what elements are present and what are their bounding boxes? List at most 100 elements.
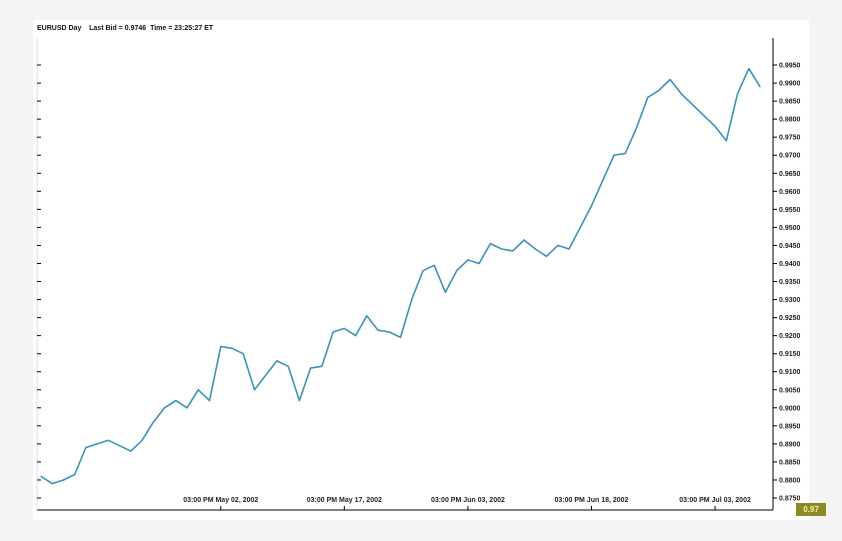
data-point [669, 78, 671, 81]
data-point [141, 439, 143, 441]
chart-panel: EURUSD Day Last Bid = 0.9746 Time = 23:2… [33, 20, 809, 520]
data-point [253, 389, 256, 391]
y-tick-label: 0.8750 [779, 496, 801, 503]
time-value: 23:25:27 ET [174, 25, 214, 32]
data-point [467, 259, 469, 261]
data-point [298, 399, 300, 402]
data-point [512, 250, 514, 252]
data-point [725, 140, 727, 142]
data-point [265, 374, 267, 376]
data-point [377, 329, 379, 331]
last-price-badge: 0.97 [796, 503, 826, 516]
data-point [310, 367, 312, 369]
x-tick-label: 03:00 PM Jun 03, 2002 [431, 497, 505, 504]
data-point [545, 255, 548, 257]
chart-header: EURUSD Day Last Bid = 0.9746 Time = 23:2… [37, 25, 213, 32]
y-tick-label: 0.9850 [779, 99, 801, 106]
data-point [658, 89, 660, 91]
chart-axes [36, 38, 774, 511]
y-tick-label: 0.9450 [779, 243, 801, 250]
data-point [276, 360, 278, 362]
y-tick-label: 0.9000 [779, 405, 801, 412]
data-point [647, 96, 649, 99]
data-point [568, 248, 570, 250]
y-tick-label: 0.8900 [779, 441, 801, 448]
y-tick-label: 0.9150 [779, 351, 801, 358]
y-tick-label: 0.8950 [779, 423, 801, 430]
data-point [534, 248, 536, 250]
price-line [40, 67, 761, 485]
data-point [287, 365, 289, 367]
data-point [399, 336, 402, 339]
data-point [208, 399, 211, 402]
x-tick-label: 03:00 PM May 02, 2002 [183, 497, 258, 504]
y-tick-label: 0.9750 [779, 135, 801, 142]
data-point [680, 93, 682, 95]
x-tick-label: 03:00 PM May 17, 2002 [307, 497, 382, 504]
y-tick-label: 0.9550 [779, 207, 801, 214]
price-chart[interactable]: 0.9950 0.9900 0.9850 0.9800 0.9750 0.9700 0.96… [33, 20, 809, 520]
y-tick-label: 0.9950 [779, 63, 801, 70]
data-point [456, 270, 458, 272]
data-point [231, 347, 233, 349]
data-point [163, 407, 166, 409]
y-tick-label: 0.9650 [779, 171, 801, 178]
last-bid-label: Last Bid = [89, 25, 123, 32]
data-point [478, 262, 480, 265]
data-point [96, 443, 98, 445]
data-point [635, 127, 638, 129]
data-point [736, 93, 739, 95]
data-point [242, 353, 244, 355]
y-tick-label: 0.9200 [779, 333, 801, 340]
data-point [366, 315, 368, 317]
data-point [40, 475, 42, 477]
data-point [74, 473, 76, 476]
data-point [354, 335, 357, 337]
y-tick-label: 0.9250 [779, 315, 801, 322]
data-point [759, 86, 761, 88]
data-point [152, 421, 154, 423]
data-point [175, 399, 177, 402]
y-tick-label: 0.9100 [779, 369, 801, 376]
data-point [489, 243, 491, 245]
data-point [590, 205, 593, 207]
data-point [523, 239, 525, 241]
data-point [186, 407, 188, 409]
data-point [422, 270, 424, 272]
y-tick-label: 0.9600 [779, 189, 801, 196]
y-tick-label: 0.9350 [779, 279, 801, 286]
data-point [51, 482, 53, 485]
last-bid-value: 0.9746 [124, 25, 147, 32]
data-point [62, 479, 65, 481]
y-tick-label: 0.9400 [779, 261, 801, 268]
data-point [703, 114, 705, 117]
x-tick-label: 03:00 PM Jul 03, 2002 [679, 497, 751, 504]
price-series [40, 67, 761, 485]
y-tick-label: 0.9800 [779, 117, 801, 124]
data-point [691, 104, 694, 106]
symbol-label: EURUSD Day [37, 25, 82, 32]
data-point [343, 327, 345, 330]
x-axis-ticks: 03:00 PM May 02, 2002 03:00 PM May 17, 20… [183, 497, 751, 510]
y-tick-label: 0.9900 [779, 81, 801, 88]
data-point [748, 68, 750, 70]
data-point [85, 446, 87, 449]
data-point [119, 445, 121, 447]
y-axis-ticks: 0.9950 0.9900 0.9850 0.9800 0.9750 0.9700 0.96… [37, 63, 801, 503]
data-point [501, 248, 503, 250]
data-point [130, 450, 132, 452]
data-point [579, 226, 581, 228]
data-point [602, 179, 604, 182]
y-tick-label: 0.8850 [779, 459, 801, 466]
data-point [107, 439, 110, 441]
data-point [714, 125, 716, 127]
data-point [444, 291, 447, 293]
data-point [624, 152, 626, 155]
data-point [332, 331, 334, 333]
data-point [433, 264, 435, 266]
x-tick-label: 03:00 PM Jun 18, 2002 [555, 497, 629, 504]
data-point [411, 298, 413, 301]
data-point [220, 345, 222, 348]
time-label: Time = [150, 25, 173, 32]
data-point [388, 331, 390, 333]
